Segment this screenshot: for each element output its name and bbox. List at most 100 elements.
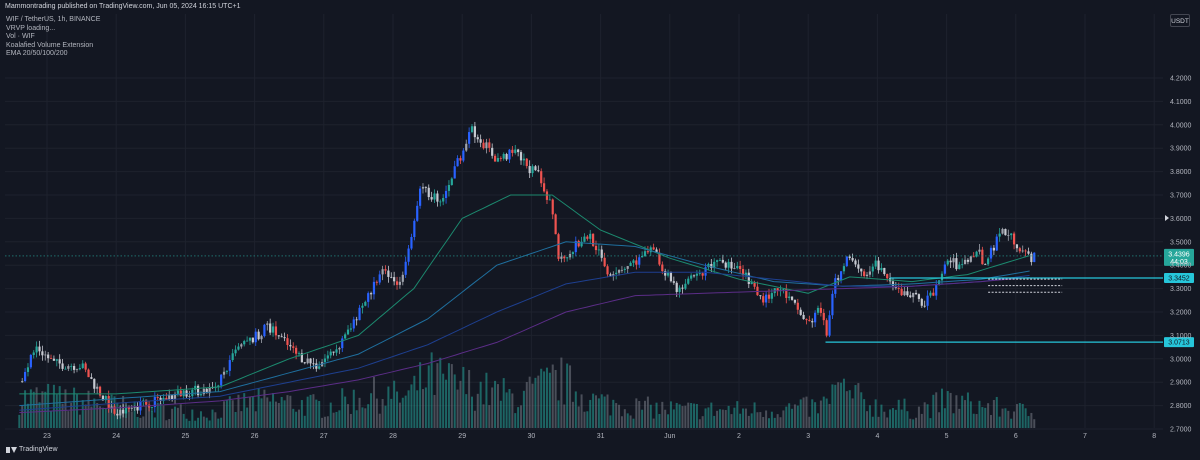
candle-body: [571, 252, 575, 255]
candle: [55, 359, 58, 367]
candle: [289, 339, 292, 351]
y-tick-label: 2.7000: [1170, 427, 1192, 434]
volume-bar: [424, 387, 427, 428]
candle: [387, 265, 390, 283]
candle: [122, 404, 125, 418]
candle-body: [583, 236, 586, 242]
volume-bar: [854, 385, 857, 428]
volume-bar: [370, 393, 373, 428]
volume-bar: [646, 396, 649, 428]
candle-body: [335, 349, 338, 353]
candle: [1018, 246, 1021, 254]
candle: [1004, 228, 1007, 236]
legend-symbol[interactable]: WIF / TetherUS, 1h, BINANCE: [6, 16, 101, 23]
volume-bar: [834, 384, 837, 428]
volume-bar: [528, 376, 531, 428]
candle-body: [488, 142, 491, 148]
volume-bar: [863, 399, 866, 428]
currency-button[interactable]: USDT: [1170, 14, 1190, 27]
candle-body: [825, 320, 828, 336]
candle: [508, 149, 511, 164]
volume-bar: [554, 370, 557, 428]
candle: [271, 322, 275, 337]
candle-body: [831, 293, 834, 316]
candle: [854, 258, 857, 268]
candle: [837, 274, 840, 285]
volume-bar: [990, 414, 993, 428]
volume-bar: [583, 411, 586, 428]
volume-bar: [421, 389, 424, 428]
candle-body: [981, 249, 984, 265]
volume-bar: [903, 398, 906, 428]
volume-bar: [828, 403, 831, 428]
volume-bar: [398, 402, 401, 428]
candle: [41, 345, 44, 361]
volume-bar: [981, 407, 984, 428]
volume-bar: [375, 398, 378, 428]
volume-bar: [943, 408, 946, 428]
candle: [413, 218, 416, 241]
volume-bar: [289, 395, 292, 428]
volume-bar: [142, 416, 145, 428]
candle: [912, 292, 915, 303]
candle: [344, 332, 347, 340]
candle: [404, 256, 407, 278]
candle-body: [344, 334, 347, 339]
candle: [793, 299, 797, 305]
volume-bar: [202, 416, 205, 428]
volume-bar: [133, 401, 136, 428]
volume-bar: [759, 412, 762, 428]
volume-bar: [191, 409, 194, 428]
candle-body: [416, 205, 419, 221]
volume-bar: [81, 400, 84, 428]
candle: [78, 364, 81, 371]
candle: [433, 189, 436, 203]
candle-body: [424, 186, 427, 188]
volume-bar: [874, 399, 877, 428]
volume-bar: [782, 410, 785, 428]
candle-body: [188, 396, 191, 397]
candle-body: [903, 291, 906, 296]
volume-bar: [704, 408, 707, 428]
volume-bar: [672, 409, 675, 428]
volume-bar: [577, 406, 580, 428]
candle: [410, 233, 413, 251]
candle: [808, 315, 811, 322]
candle-body: [808, 320, 811, 322]
candle-body: [110, 406, 113, 409]
candle: [349, 323, 353, 332]
volume-bar: [84, 404, 87, 428]
volume-bar: [724, 410, 727, 428]
volume-bar: [344, 396, 347, 428]
candle-body: [776, 288, 779, 291]
volume-bar: [491, 387, 494, 428]
candle: [496, 153, 500, 163]
candle-body: [952, 258, 955, 263]
volume-bar: [1033, 419, 1036, 428]
candle-body: [695, 273, 699, 276]
candle: [96, 383, 99, 395]
volume-bar: [560, 357, 563, 428]
candle-body: [346, 329, 350, 335]
candle: [984, 263, 987, 266]
candle: [159, 395, 162, 405]
legend-vrvp[interactable]: VRVP loading...: [6, 24, 56, 32]
legend-ema[interactable]: EMA 20/50/100/200: [6, 50, 68, 58]
volume-bar: [228, 396, 231, 428]
volume-bar: [321, 417, 324, 428]
candle: [926, 290, 929, 311]
volume-bar: [214, 412, 217, 428]
candle: [788, 292, 791, 301]
legend-koalafied[interactable]: Koalafied Volume Extension: [6, 41, 94, 49]
legend-volume[interactable]: Vol · WIF: [6, 33, 35, 41]
volume-bar: [430, 352, 433, 428]
volume-bar: [693, 403, 696, 428]
candle-body: [136, 406, 139, 411]
candle-body: [880, 267, 883, 271]
candle: [485, 138, 488, 154]
volume-bar: [101, 407, 104, 428]
candle-body: [502, 153, 505, 159]
volume-bar: [623, 409, 626, 428]
candle-body: [929, 292, 932, 296]
